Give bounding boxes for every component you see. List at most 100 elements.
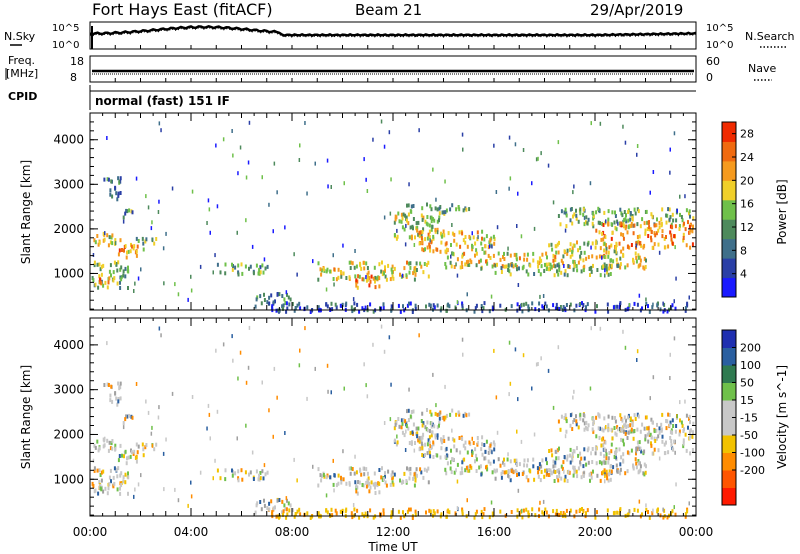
power-cell [474, 253, 476, 258]
velocity-cell [234, 471, 237, 476]
power-cell [401, 273, 404, 278]
power-cell [299, 306, 302, 311]
power-cell [484, 244, 487, 249]
power-cell [117, 260, 120, 265]
power-cell [416, 228, 419, 233]
velocity-cell [459, 450, 462, 455]
velocity-cell [673, 505, 675, 510]
velocity-cell [513, 458, 516, 463]
power-cell [623, 224, 625, 229]
power-colorbar-segment [722, 199, 736, 220]
power-cell [219, 270, 222, 275]
power-cell [669, 230, 672, 235]
power-cell [560, 258, 563, 263]
power-cell [108, 235, 111, 240]
velocity-cell [399, 478, 401, 483]
power-cell [586, 302, 589, 307]
power-cell [96, 234, 99, 238]
power-cell [674, 245, 676, 250]
velocity-cell [119, 396, 122, 401]
power-cell [191, 189, 194, 194]
velocity-cell [440, 437, 442, 442]
velocity-cell [566, 479, 569, 483]
velocity-cell [429, 444, 431, 448]
velocity-cell [575, 469, 578, 474]
velocity-cell [428, 440, 431, 445]
velocity-cell [647, 426, 650, 431]
power-cell [537, 264, 540, 269]
velocity-cell [461, 507, 464, 512]
power-cell [391, 264, 394, 269]
velocity-cell [131, 415, 134, 420]
velocity-cell [286, 512, 289, 517]
velocity-cell [325, 475, 328, 480]
power-cell [430, 227, 433, 232]
velocity-cell [413, 448, 416, 453]
velocity-cell [372, 342, 374, 347]
velocity-cell [546, 461, 548, 466]
power-cell [554, 264, 557, 269]
velocity-cell [92, 458, 95, 463]
power-cell [637, 255, 640, 260]
power-cell [679, 194, 681, 199]
power-cell [326, 304, 329, 309]
velocity-cell [602, 443, 605, 448]
power-cell [567, 264, 570, 269]
velocity-cell [658, 426, 661, 431]
velocity-cell [560, 414, 563, 419]
velocity-cell [461, 512, 464, 517]
velocity-cell [108, 482, 111, 487]
power-cell [580, 269, 583, 274]
velocity-cell [479, 464, 482, 469]
power-cell [288, 302, 291, 307]
velocity-cell [508, 474, 511, 479]
velocity-cell [332, 458, 334, 463]
power-cell [430, 240, 433, 245]
power-cell [419, 230, 422, 235]
power-cell [345, 301, 348, 306]
velocity-cell [216, 468, 219, 473]
velocity-cell [648, 515, 651, 520]
power-cell [661, 229, 664, 234]
velocity-cell [451, 408, 454, 413]
power-cell [248, 120, 251, 125]
velocity-cell [266, 470, 269, 475]
velocity-cell [384, 471, 386, 476]
power-cell [566, 248, 569, 253]
velocity-cell [564, 434, 567, 439]
velocity-cell [684, 399, 686, 404]
power-cell [434, 227, 437, 232]
velocity-cell [492, 459, 495, 464]
velocity-cell [554, 460, 557, 465]
power-cell [135, 249, 138, 254]
velocity-cell [414, 509, 417, 514]
power-cell [464, 206, 467, 211]
power-cell [615, 246, 617, 251]
power-cell [473, 309, 476, 314]
power-cell [539, 294, 541, 299]
power-cell [113, 260, 116, 265]
velocity-cell [380, 324, 383, 329]
velocity-cell [380, 512, 382, 517]
power-cell [678, 227, 681, 231]
power-cell [342, 243, 344, 248]
power-cell [586, 221, 589, 226]
power-cell [606, 270, 609, 275]
velocity-cell [656, 422, 658, 427]
velocity-cell [455, 448, 458, 453]
power-cell [591, 221, 594, 226]
velocity-cell [255, 503, 258, 508]
velocity-cell [585, 511, 587, 516]
velocity-cell [475, 469, 478, 473]
power-cell [475, 303, 478, 308]
power-cell [648, 309, 651, 314]
power-cell [426, 245, 429, 250]
velocity-cell [558, 470, 561, 475]
power-cell [651, 305, 654, 310]
power-cell [372, 309, 375, 314]
velocity-cell [285, 507, 288, 512]
power-cell [583, 215, 586, 220]
velocity-cell [636, 508, 639, 513]
velocity-cell [554, 512, 557, 517]
velocity-cell [571, 427, 574, 431]
